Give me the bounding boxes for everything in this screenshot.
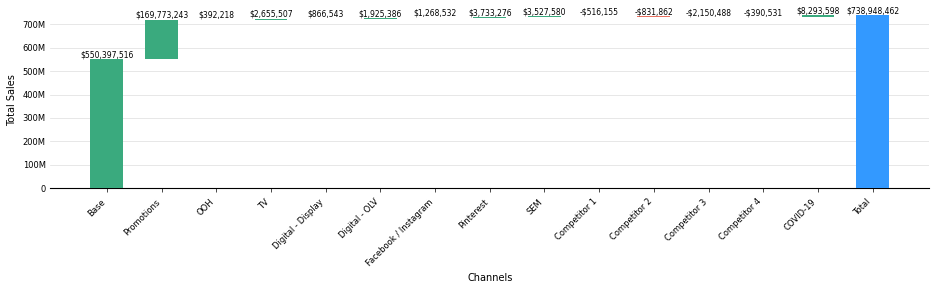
Text: $1,925,386: $1,925,386 xyxy=(358,9,402,18)
Text: -$2,150,488: -$2,150,488 xyxy=(685,8,732,17)
Bar xyxy=(528,16,561,17)
Text: $169,773,243: $169,773,243 xyxy=(135,11,188,20)
Bar xyxy=(364,18,397,19)
Text: $866,543: $866,543 xyxy=(307,10,344,19)
Bar xyxy=(145,20,178,59)
Text: $738,948,462: $738,948,462 xyxy=(846,6,899,15)
Text: $392,218: $392,218 xyxy=(198,10,234,19)
Text: -$390,531: -$390,531 xyxy=(744,8,782,17)
Text: $2,655,507: $2,655,507 xyxy=(249,10,293,19)
Text: $3,527,580: $3,527,580 xyxy=(522,7,566,16)
Text: $3,733,276: $3,733,276 xyxy=(468,8,512,17)
Text: $550,397,516: $550,397,516 xyxy=(80,50,134,59)
Text: $1,268,532: $1,268,532 xyxy=(414,9,457,18)
X-axis label: Channels: Channels xyxy=(467,273,512,283)
Text: -$831,862: -$831,862 xyxy=(635,8,673,17)
Bar xyxy=(474,17,506,18)
Text: -$516,155: -$516,155 xyxy=(579,7,619,17)
Bar xyxy=(91,59,124,188)
Text: $8,293,598: $8,293,598 xyxy=(797,6,840,15)
Bar xyxy=(801,15,834,17)
Bar xyxy=(856,15,889,188)
Y-axis label: Total Sales: Total Sales xyxy=(7,75,17,126)
